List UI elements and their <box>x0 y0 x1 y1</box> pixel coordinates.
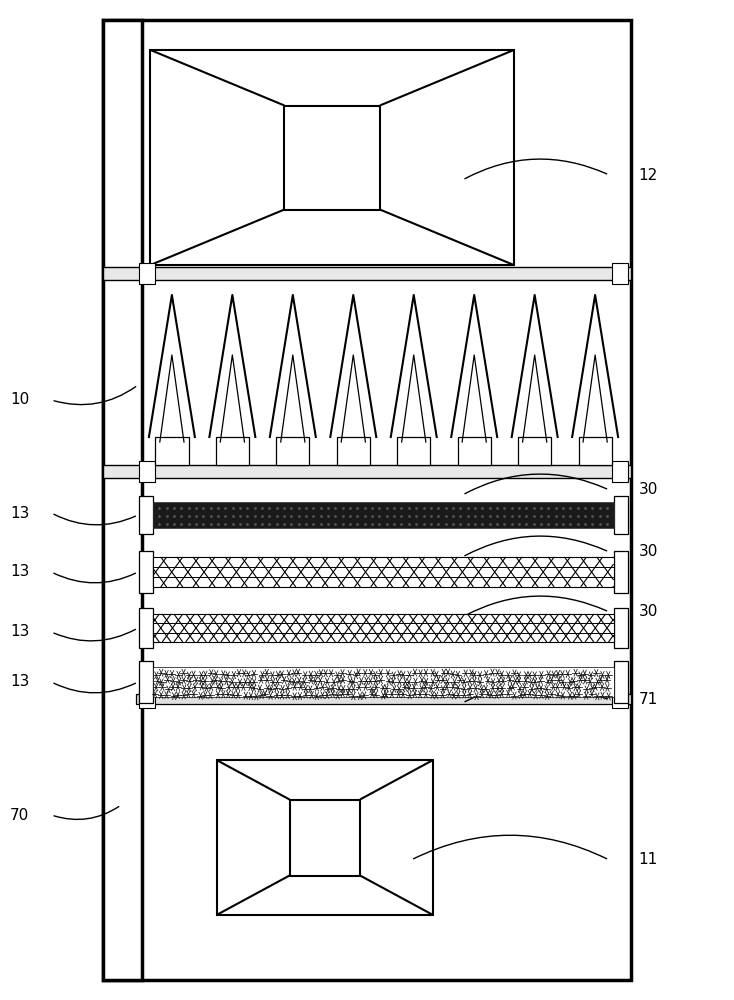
Polygon shape <box>583 355 607 442</box>
Bar <box>216 437 249 465</box>
Polygon shape <box>451 295 497 437</box>
Bar <box>614 551 628 593</box>
Bar <box>289 800 360 876</box>
Bar <box>217 760 433 915</box>
Bar <box>337 437 370 465</box>
Bar <box>153 667 614 697</box>
Bar <box>612 690 628 708</box>
Polygon shape <box>280 355 305 442</box>
Polygon shape <box>390 295 437 437</box>
Bar <box>518 437 551 465</box>
Polygon shape <box>270 295 316 437</box>
Bar <box>153 502 614 528</box>
Polygon shape <box>462 355 487 442</box>
Bar <box>136 694 631 704</box>
Polygon shape <box>330 295 377 437</box>
Bar <box>285 105 380 210</box>
Bar <box>103 20 631 980</box>
Text: 13: 13 <box>10 624 29 640</box>
Text: 71: 71 <box>639 692 658 708</box>
Polygon shape <box>220 355 244 442</box>
Bar <box>612 263 628 284</box>
Bar <box>103 20 142 980</box>
Text: 30: 30 <box>639 604 658 619</box>
Bar <box>150 50 514 265</box>
Bar <box>156 437 189 465</box>
Polygon shape <box>149 295 195 437</box>
Bar <box>614 661 628 703</box>
Text: 12: 12 <box>639 167 658 182</box>
Bar <box>612 461 628 482</box>
Text: 11: 11 <box>639 852 658 867</box>
Bar <box>139 608 153 648</box>
Bar <box>139 461 155 482</box>
Text: 30: 30 <box>639 483 658 497</box>
Polygon shape <box>160 355 184 442</box>
Bar <box>153 614 614 642</box>
Bar <box>139 690 155 708</box>
Polygon shape <box>209 295 255 437</box>
Bar <box>614 608 628 648</box>
Bar <box>139 263 155 284</box>
Bar <box>139 496 153 534</box>
Bar <box>614 496 628 534</box>
Polygon shape <box>512 295 558 437</box>
Bar <box>103 465 631 478</box>
Polygon shape <box>341 355 366 442</box>
Bar <box>103 267 631 280</box>
Bar <box>457 437 491 465</box>
Polygon shape <box>523 355 547 442</box>
Text: 13: 13 <box>10 506 29 520</box>
Text: 13: 13 <box>10 674 29 690</box>
Polygon shape <box>573 295 618 437</box>
Bar <box>139 551 153 593</box>
Bar <box>578 437 611 465</box>
Text: 13: 13 <box>10 564 29 580</box>
Bar <box>276 437 310 465</box>
Text: 30: 30 <box>639 544 658 560</box>
Text: 10: 10 <box>10 392 29 408</box>
Bar <box>397 437 430 465</box>
Bar <box>139 661 153 703</box>
Bar <box>153 557 614 587</box>
Text: 70: 70 <box>10 808 29 822</box>
Polygon shape <box>401 355 426 442</box>
